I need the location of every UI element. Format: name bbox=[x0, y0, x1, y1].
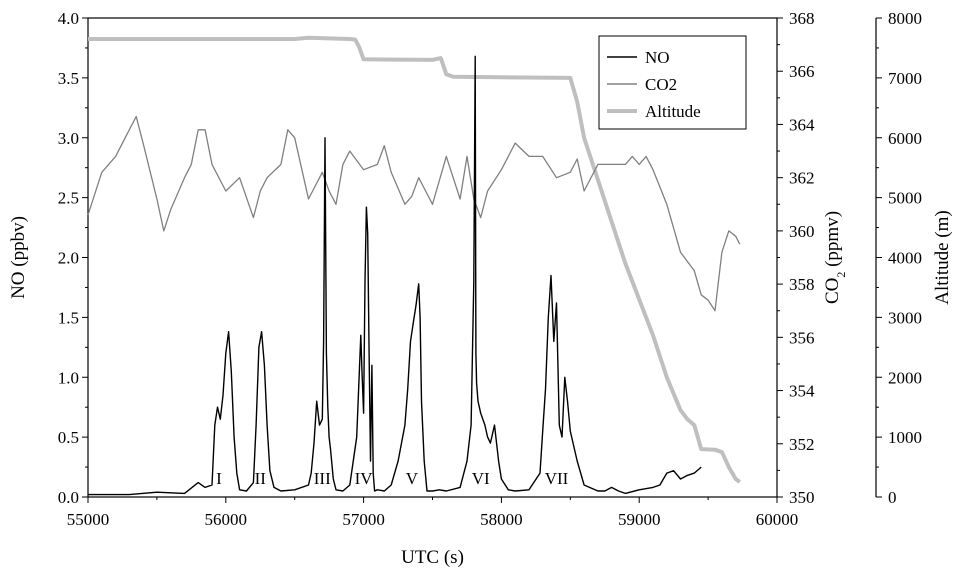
no-tick-label: 0.5 bbox=[58, 428, 79, 447]
legend-label-no: NO bbox=[645, 48, 670, 67]
alt-tick-label: 8000 bbox=[888, 9, 922, 28]
no-tick-label: 1.5 bbox=[58, 308, 79, 327]
co2-tick-label: 358 bbox=[789, 275, 815, 294]
x-tick-label: 57000 bbox=[342, 510, 385, 529]
x-tick-label: 56000 bbox=[205, 510, 248, 529]
no-tick-label: 2.0 bbox=[58, 249, 79, 268]
no-tick-label: 3.0 bbox=[58, 129, 79, 148]
no-tick-label: 3.5 bbox=[58, 69, 79, 88]
alt-tick-label: 6000 bbox=[888, 129, 922, 148]
x-tick-label: 59000 bbox=[618, 510, 661, 529]
co2-tick-label: 354 bbox=[789, 382, 815, 401]
annotation-label: IV bbox=[355, 469, 374, 488]
co2-tick-label: 368 bbox=[789, 9, 815, 28]
co2-tick-label: 364 bbox=[789, 115, 815, 134]
co2-tick-label: 350 bbox=[789, 488, 815, 507]
co2-tick-label: 356 bbox=[789, 328, 815, 347]
annotation-label: I bbox=[216, 469, 222, 488]
no-tick-label: 1.0 bbox=[58, 368, 79, 387]
x-axis-title: UTC (s) bbox=[401, 547, 464, 568]
co2-tick-label: 352 bbox=[789, 435, 815, 454]
series-no-line bbox=[88, 55, 702, 496]
legend-label-alt: Altitude bbox=[645, 102, 701, 121]
annotation-label: VI bbox=[472, 469, 490, 488]
alt-tick-label: 7000 bbox=[888, 69, 922, 88]
alt-tick-label: 4000 bbox=[888, 249, 922, 268]
x-tick-label: 55000 bbox=[67, 510, 110, 529]
co2-axis-title: CO2 (ppmv) bbox=[822, 211, 848, 304]
alt-axis-title: Altitude (m) bbox=[932, 210, 953, 304]
series-alt-line bbox=[88, 35, 741, 484]
annotation-label: VII bbox=[545, 469, 569, 488]
alt-tick-label: 3000 bbox=[888, 308, 922, 327]
no-tick-label: 0.0 bbox=[58, 488, 79, 507]
legend-label-co2: CO2 bbox=[645, 75, 677, 94]
x-tick-label: 58000 bbox=[480, 510, 523, 529]
annotation-label: II bbox=[255, 469, 267, 488]
alt-tick-label: 2000 bbox=[888, 368, 922, 387]
series-co2-line bbox=[87, 115, 741, 312]
co2-tick-label: 362 bbox=[789, 169, 815, 188]
co2-tick-label: 366 bbox=[789, 62, 815, 81]
alt-tick-label: 5000 bbox=[888, 189, 922, 208]
annotation-label: V bbox=[406, 469, 419, 488]
alt-tick-label: 0 bbox=[888, 488, 897, 507]
no-tick-label: 4.0 bbox=[58, 9, 79, 28]
co2-tick-label: 360 bbox=[789, 222, 815, 241]
alt-tick-label: 1000 bbox=[888, 428, 922, 447]
x-tick-label: 60000 bbox=[756, 510, 799, 529]
no-axis-title: NO (ppbv) bbox=[8, 216, 29, 299]
annotation-label: III bbox=[314, 469, 331, 488]
no-tick-label: 2.5 bbox=[58, 189, 79, 208]
legend-box bbox=[598, 35, 747, 130]
